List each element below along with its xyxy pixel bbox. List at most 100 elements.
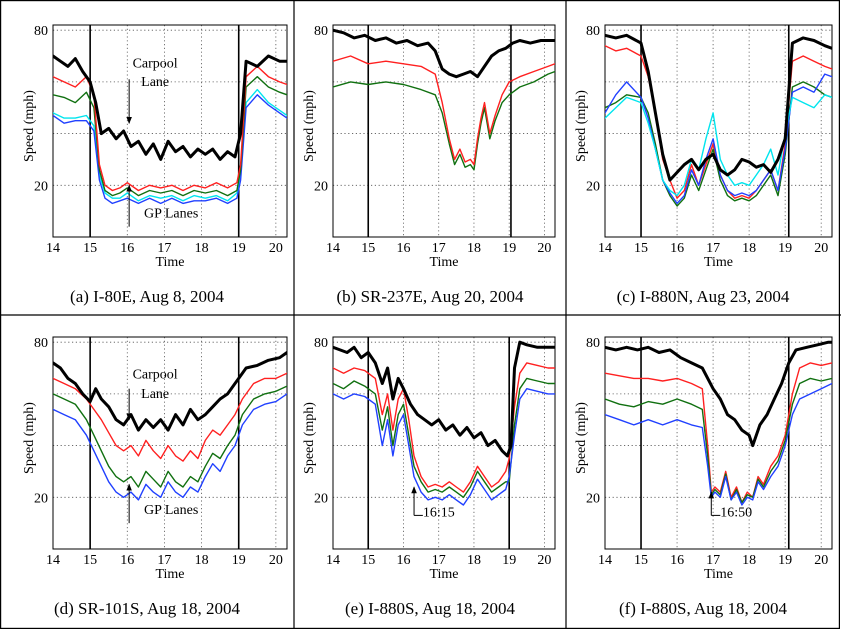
annotation-label: Carpool bbox=[133, 57, 178, 72]
annotation-label: 16:50 bbox=[720, 506, 752, 521]
x-tick-label: 16 bbox=[120, 553, 134, 568]
y-axis-label: Speed (mph) bbox=[574, 90, 589, 162]
x-tick-label: 18 bbox=[467, 553, 481, 568]
x-axis-label: Time bbox=[429, 567, 458, 582]
chart-panel-2: 14 15 16 17 18 19 20 20 80 Time Speed (mph) (b) SR-… bbox=[302, 24, 556, 306]
x-tick-label: 14 bbox=[326, 241, 340, 256]
x-tick-label: 18 bbox=[467, 241, 481, 256]
y-tick-label: 20 bbox=[34, 491, 48, 506]
x-tick-label: 19 bbox=[778, 241, 792, 256]
grid-lines bbox=[604, 337, 832, 549]
annotation-label: Carpool bbox=[133, 367, 178, 382]
x-tick-label: 18 bbox=[195, 553, 209, 568]
series-line-4 bbox=[53, 351, 287, 432]
x-tick-label: 18 bbox=[195, 241, 209, 256]
grid-lines bbox=[332, 25, 555, 237]
x-axis-label: Time bbox=[429, 255, 458, 270]
series-line-2 bbox=[333, 55, 555, 166]
axes-box bbox=[604, 336, 833, 550]
x-tick-label: 17 bbox=[157, 553, 171, 568]
series-group bbox=[53, 54, 287, 205]
series-line-4 bbox=[605, 340, 832, 448]
axes-box bbox=[52, 336, 288, 550]
axes-box bbox=[332, 24, 556, 238]
x-tick-label: 17 bbox=[706, 553, 720, 568]
series-line-2 bbox=[605, 377, 832, 504]
y-tick-label: 20 bbox=[586, 179, 600, 194]
series-line-1 bbox=[333, 70, 555, 171]
y-tick-label: 20 bbox=[314, 179, 328, 194]
series-line-5 bbox=[53, 54, 287, 161]
x-tick-label: 20 bbox=[269, 553, 283, 568]
y-axis-label: Speed (mph) bbox=[22, 90, 37, 162]
x-tick-label: 16 bbox=[396, 241, 410, 256]
x-tick-label: 16 bbox=[120, 241, 134, 256]
grid-lines bbox=[604, 25, 832, 237]
x-tick-label: 14 bbox=[598, 241, 612, 256]
x-tick-label: 20 bbox=[537, 553, 551, 568]
series-group bbox=[605, 340, 832, 506]
x-tick-label: 15 bbox=[83, 241, 97, 256]
series-line-4 bbox=[605, 94, 832, 197]
y-tick-label: 80 bbox=[586, 336, 600, 351]
x-axis-label: Time bbox=[155, 255, 184, 270]
y-tick-label: 80 bbox=[314, 336, 328, 351]
x-tick-label: 17 bbox=[706, 241, 720, 256]
y-axis-label: Speed (mph) bbox=[302, 402, 317, 474]
series-line-3 bbox=[53, 393, 287, 501]
series-group bbox=[605, 33, 832, 207]
x-axis-label: Time bbox=[704, 567, 733, 582]
series-line-5 bbox=[605, 33, 832, 182]
x-tick-label: 18 bbox=[742, 241, 756, 256]
x-tick-label: 20 bbox=[269, 241, 283, 256]
annotation-label: Lane bbox=[141, 387, 169, 402]
y-tick-label: 80 bbox=[34, 336, 48, 351]
x-tick-label: 20 bbox=[814, 553, 828, 568]
chart-panel-3: 14 15 16 17 18 19 20 20 80 Time Speed (mph) (c) I-8… bbox=[574, 24, 833, 306]
y-tick-label: 20 bbox=[34, 179, 48, 194]
axes-box bbox=[52, 24, 288, 238]
x-tick-label: 17 bbox=[432, 553, 446, 568]
x-tick-label: 17 bbox=[157, 241, 171, 256]
series-line-2 bbox=[333, 377, 555, 498]
annotation-label: GP Lanes bbox=[144, 503, 198, 518]
y-tick-label: 80 bbox=[586, 24, 600, 39]
x-tick-label: 15 bbox=[83, 553, 97, 568]
annotation-label: GP Lanes bbox=[144, 207, 198, 222]
x-tick-label: 15 bbox=[634, 241, 648, 256]
x-tick-label: 19 bbox=[502, 553, 516, 568]
panel-caption: (f) I-880S, Aug 18, 2004 bbox=[619, 599, 788, 618]
x-tick-label: 16 bbox=[670, 241, 684, 256]
x-tick-label: 16 bbox=[670, 553, 684, 568]
x-tick-label: 18 bbox=[742, 553, 756, 568]
x-tick-label: 14 bbox=[326, 553, 340, 568]
annotation-label: Lane bbox=[141, 75, 169, 90]
panel-caption: (c) I-880N, Aug 23, 2004 bbox=[617, 287, 790, 306]
series-line-1 bbox=[53, 372, 287, 462]
panel-caption: (b) SR-237E, Aug 20, 2004 bbox=[337, 287, 525, 306]
x-tick-label: 14 bbox=[598, 553, 612, 568]
series-group bbox=[333, 28, 555, 171]
y-axis-label: Speed (mph) bbox=[22, 402, 37, 474]
annotation-label: 16:15 bbox=[423, 506, 455, 521]
y-axis-label: Speed (mph) bbox=[302, 90, 317, 162]
x-tick-label: 16 bbox=[396, 553, 410, 568]
chart-panel-6: 16:50 14 15 16 17 18 19 20 20 80 Time Speed (mph) (f… bbox=[574, 336, 833, 618]
x-tick-label: 15 bbox=[634, 553, 648, 568]
series-line-4 bbox=[333, 340, 555, 458]
charts-layer: Carpool Lane GP Lanes 14 15 16 17 18 19 20 20 80 Tim… bbox=[22, 24, 833, 618]
x-tick-label: 19 bbox=[502, 241, 516, 256]
axes-box bbox=[604, 24, 833, 238]
x-tick-label: 14 bbox=[46, 553, 60, 568]
y-tick-label: 80 bbox=[34, 24, 48, 39]
series-line-3 bbox=[53, 75, 287, 197]
series-line-3 bbox=[605, 382, 832, 506]
series-line-1 bbox=[605, 362, 832, 504]
x-tick-label: 17 bbox=[432, 241, 446, 256]
series-group bbox=[333, 340, 555, 506]
y-tick-label: 20 bbox=[586, 491, 600, 506]
series-line-3 bbox=[605, 73, 832, 205]
